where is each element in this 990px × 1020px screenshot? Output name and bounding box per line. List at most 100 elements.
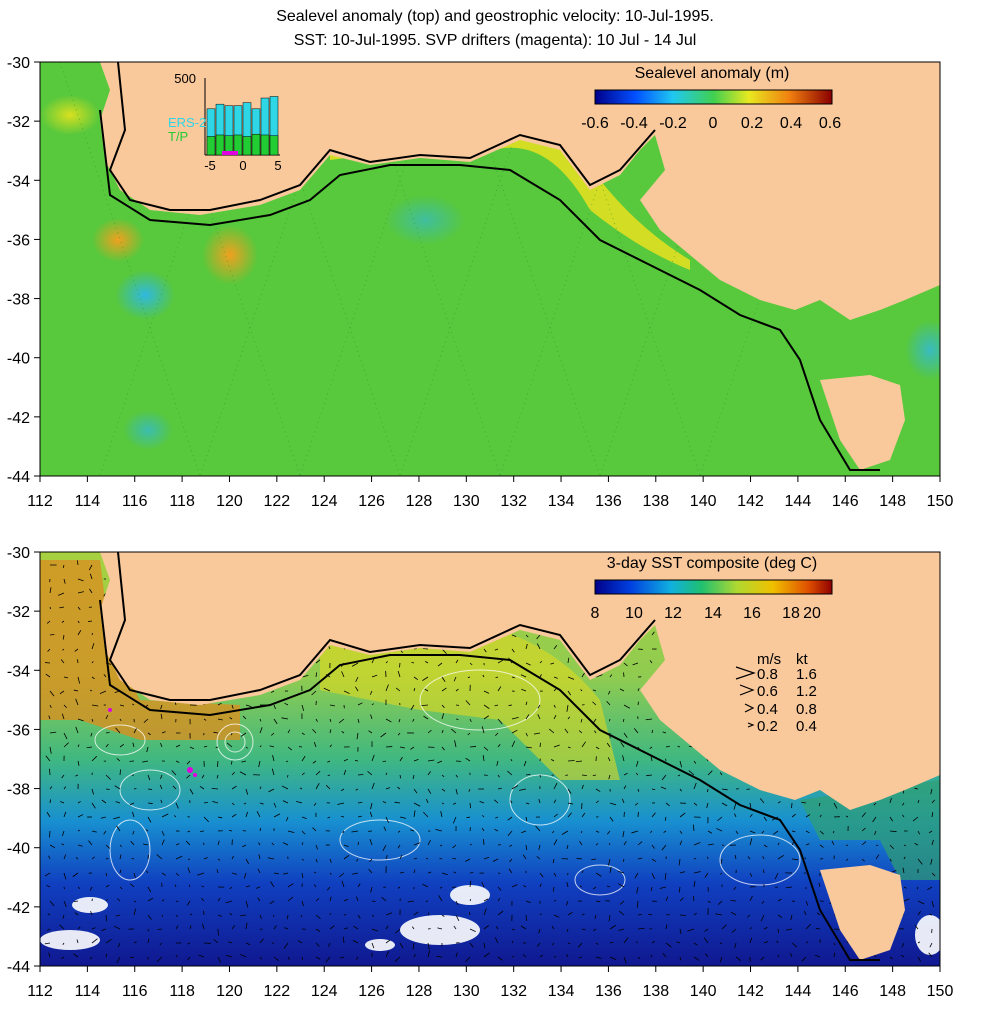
velocity-vector [889,830,897,833]
velocity-vector [441,676,446,682]
velocity-vector [74,912,79,916]
velocity-vector [511,716,519,720]
velocity-vector [591,858,597,861]
velocity-vector [49,587,52,594]
velocity-vector [269,900,275,905]
velocity-vector [343,898,349,902]
sst-lon-label: 146 [832,983,859,1000]
velocity-vector [413,648,417,650]
velocity-vector [805,830,810,834]
velocity-vector [75,774,79,777]
velocity-vector [424,688,429,692]
sla-eddy-positive-west [92,218,144,262]
velocity-vector [441,729,444,734]
velocity-vector [831,840,835,846]
velocity-vector [553,782,558,790]
velocity-vector [650,886,653,892]
velocity-vector [242,844,247,848]
velocity-vector [117,942,121,948]
velocity-vector [394,801,401,804]
velocity-vector [648,913,653,916]
sla-lon-label: 122 [263,493,290,510]
sst-lon-label: 122 [263,983,290,1000]
velocity-vector [325,956,331,963]
velocity-vector [301,858,304,861]
velocity-vector [119,743,125,748]
velocity-vector [525,662,531,666]
velocity-vector [49,830,51,838]
velocity-vector [385,939,391,944]
velocity-vector [129,956,135,959]
velocity-vector [455,774,458,778]
velocity-vector [326,886,331,891]
velocity-vector [902,867,905,874]
velocity-vector [119,718,122,722]
velocity-vector [385,684,389,692]
velocity-vector [175,760,180,763]
velocity-vector [679,840,683,846]
velocity-vector [819,844,824,848]
velocity-vector [900,954,905,958]
velocity-vector [75,698,79,706]
velocity-vector [91,632,93,636]
velocity-vector [397,732,401,736]
velocity-vector [439,858,443,860]
velocity-vector [634,802,639,806]
velocity-vector [343,769,347,776]
velocity-vector [677,745,681,748]
velocity-vector [735,956,742,961]
velocity-vector [581,870,584,874]
velocity-vector [637,788,640,792]
velocity-vector [734,854,737,860]
velocity-vector [580,718,583,723]
sst-lat-label: -40 [7,841,30,858]
velocity-vector [481,726,485,734]
velocity-vector [175,843,180,846]
velocity-vector [159,942,163,946]
velocity-vector [773,830,779,835]
sst-lon-label: 150 [927,983,954,1000]
velocity-vector [553,813,558,818]
velocity-vector [399,854,403,860]
velocity-vector [469,928,476,932]
velocity-vector [287,896,294,902]
velocity-vector [133,728,137,734]
velocity-vector [105,858,109,860]
velocity-vector [707,788,709,793]
velocity-vector [564,728,569,734]
velocity-vector [734,813,737,818]
velocity-vector [441,704,445,708]
velocity-vector [801,801,807,804]
velocity-vector [561,830,569,835]
velocity-vector [931,812,934,818]
velocity-vector [340,956,345,959]
velocity-vector [301,956,303,960]
velocity-vector [105,714,109,720]
velocity-vector [147,774,151,781]
velocity-vector [511,785,519,790]
velocity-vector [201,774,205,779]
velocity-vector [774,872,779,880]
velocity-vector [383,826,387,832]
velocity-vector [608,842,611,846]
velocity-vector [273,925,277,930]
velocity-vector [553,872,557,877]
velocity-vector [522,854,527,860]
velocity-vector [61,713,65,720]
velocity-vector [441,802,445,805]
velocity-vector [299,787,303,790]
velocity-vector [105,732,110,734]
velocity-vector [497,898,501,902]
velocity-vector [536,634,541,640]
velocity-vector [213,731,219,734]
velocity-vector [370,802,373,810]
velocity-vector [785,886,793,889]
velocity-vector [482,674,485,678]
velocity-vector [777,854,785,860]
sla-low-east [905,320,940,380]
velocity-vector [469,662,473,666]
velocity-legend-kt: 0.8 [796,701,817,718]
velocity-vector [483,925,489,930]
velocity-vector [567,657,570,664]
velocity-vector [245,858,249,864]
